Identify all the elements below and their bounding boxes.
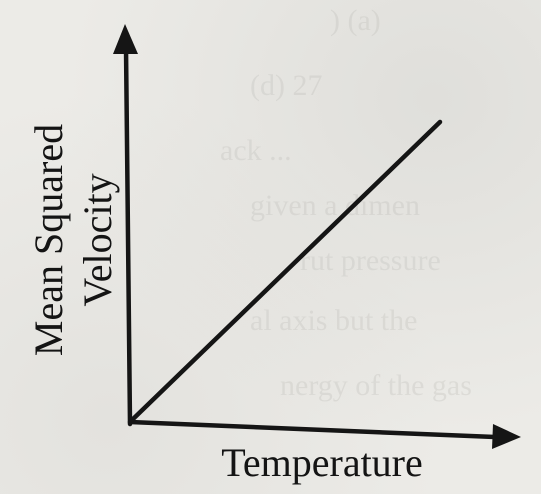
- x-axis-line: [127, 419, 498, 440]
- series-line: [129, 119, 443, 423]
- svg-text:al axis but the: al axis but the: [250, 304, 417, 337]
- y-axis-arrowhead: [113, 24, 138, 54]
- y-axis-line: [123, 45, 133, 427]
- svg-text:rut pressure: rut pressure: [300, 244, 441, 277]
- x-axis-label: Temperature: [221, 440, 423, 485]
- y-axis-label-line-1: Mean Squared: [26, 124, 71, 356]
- svg-text:ack ...: ack ...: [220, 134, 292, 167]
- svg-text:) (a): ) (a): [330, 4, 381, 37]
- bleed-through-text: ) (a) (d) 27 ack ... given a dimen rut p…: [220, 4, 472, 402]
- y-axis-label-line-2: Velocity: [75, 173, 120, 306]
- svg-text:given a dimen: given a dimen: [250, 189, 420, 222]
- x-axis-arrowhead: [492, 424, 521, 449]
- svg-text:(d) 27: (d) 27: [250, 69, 322, 102]
- svg-text:nergy of the gas: nergy of the gas: [280, 369, 472, 402]
